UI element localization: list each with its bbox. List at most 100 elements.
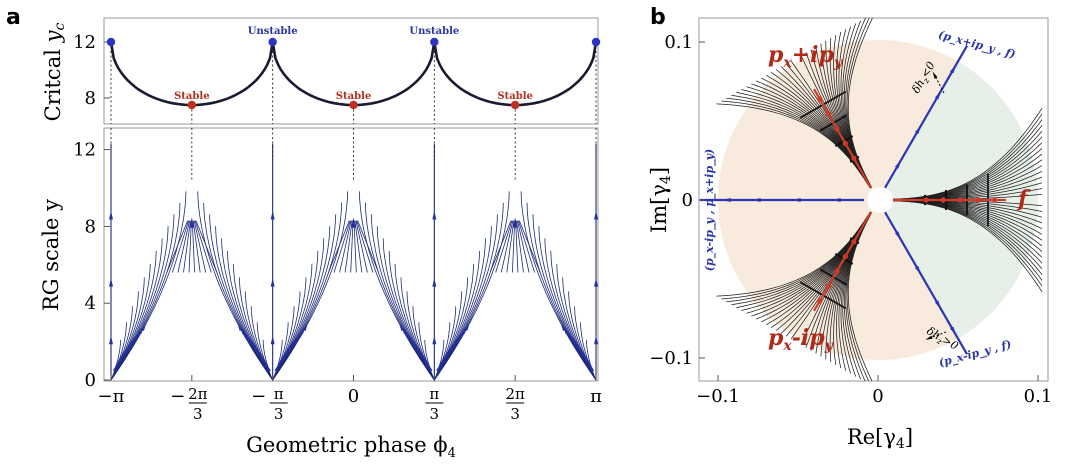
flow-line xyxy=(433,306,457,381)
bottom-x-tick-label: −π xyxy=(98,386,125,407)
flow-line xyxy=(110,250,157,381)
phase-label-px-minus-ipy: px-ipy xyxy=(768,325,834,354)
gamma-flow-arrow xyxy=(848,135,854,139)
flow-line xyxy=(574,306,597,381)
rg-flow-arrows xyxy=(109,210,598,372)
phase-boundary-arrow xyxy=(914,125,921,134)
bottom-y-axis-label: RG scale y xyxy=(39,199,63,311)
flow-line xyxy=(250,306,274,381)
top-y-tick-label: 8 xyxy=(85,88,96,109)
flow-line xyxy=(580,322,597,381)
flow-arrow xyxy=(112,364,117,372)
panel-b-x-tick-label: 0 xyxy=(872,386,883,407)
phase-boundary-arrow xyxy=(934,90,941,100)
flow-arrow xyxy=(270,335,275,345)
unstable-point xyxy=(268,37,277,47)
rg-flow-lines xyxy=(110,143,597,381)
flow-line xyxy=(344,220,353,273)
flow-arrow xyxy=(109,278,113,287)
panel-b-x-tick-label: 0.1 xyxy=(1024,386,1053,407)
stable-direction-dot xyxy=(834,126,840,132)
phase-boundary-arrow xyxy=(894,231,901,240)
flow-line xyxy=(370,214,435,381)
flow-arrow xyxy=(189,217,195,228)
flow-line xyxy=(433,238,486,381)
flow-line xyxy=(110,214,175,381)
gamma-flow-arrow xyxy=(965,210,969,216)
boundary-label-minus-plus: (p_x-ip_y , p_x+ip_y) xyxy=(703,149,717,272)
gamma-flow-arrow xyxy=(986,221,990,227)
bottom-y-ticks: 0 4 8 12 xyxy=(73,140,110,391)
flow-line xyxy=(500,220,514,273)
panel-a-top: 8 12 Stable Unstable Stable Unstable Stable C… xyxy=(41,17,601,125)
flow-arrow xyxy=(109,335,113,345)
flow-arrow xyxy=(270,210,275,220)
bottom-y-tick-label: 12 xyxy=(73,140,96,161)
stable-direction-dot xyxy=(974,197,981,203)
flow-line xyxy=(272,250,319,381)
delta-arrow-line xyxy=(929,331,947,339)
delta-sub: z xyxy=(921,76,932,86)
flow-line xyxy=(227,250,274,381)
flow-line xyxy=(433,250,480,381)
flow-arrow xyxy=(351,217,356,228)
flow-line xyxy=(194,220,212,273)
stable-direction-dot xyxy=(992,197,998,203)
flow-line xyxy=(339,220,352,273)
delta-arrow-head xyxy=(925,335,933,340)
flow-line xyxy=(376,226,435,381)
top-guide-lines xyxy=(110,42,597,124)
flow-line xyxy=(357,220,379,273)
bottom-x-axis-label: Geometric phase ϕ4 xyxy=(246,433,456,461)
flow-line xyxy=(489,220,512,273)
phase-label-part: p xyxy=(768,325,784,351)
flow-line xyxy=(356,220,374,273)
flow-line xyxy=(433,322,451,381)
stable-point xyxy=(187,100,197,110)
stable-annotation: Stable xyxy=(497,91,532,102)
gamma-flow-arrow xyxy=(944,205,948,211)
stable-direction-dot xyxy=(825,283,831,289)
flow-line xyxy=(518,220,541,273)
unstable-point xyxy=(591,37,601,47)
unstable-annotation: Unstable xyxy=(409,26,459,37)
bottom-x-tick-denominator: 3 xyxy=(193,405,203,423)
flow-line xyxy=(424,339,435,381)
phase-label-part: x xyxy=(782,55,792,71)
panel-b-y-tick-label: −0.1 xyxy=(649,348,693,369)
bottom-x-tick-fraction: −2π 3 xyxy=(170,385,207,423)
gamma-flow-line xyxy=(716,211,871,297)
flow-line xyxy=(400,277,435,381)
flow-line xyxy=(195,220,218,273)
flow-arrow xyxy=(594,278,598,287)
stable-direction-dot xyxy=(825,111,831,117)
flow-arrow xyxy=(270,278,275,287)
bottom-x-tick-prefix: − xyxy=(251,386,266,407)
flow-line xyxy=(171,220,189,273)
gamma-flow-arrow xyxy=(923,200,927,206)
bottom-x-tick-numerator: π xyxy=(429,385,439,403)
phase-boundary-arrow xyxy=(934,300,941,310)
flow-line xyxy=(354,220,363,273)
flow-arrow xyxy=(436,364,441,372)
flow-line xyxy=(272,277,307,381)
flow-line xyxy=(511,220,516,273)
flow-line xyxy=(239,277,274,381)
stable-direction-dot xyxy=(923,197,929,203)
bottom-y-tick-label: 0 xyxy=(85,370,96,391)
bottom-x-tick-numerator: 2π xyxy=(505,385,525,403)
panel-b-ticks: −0.1 0 0.1 −0.1 0 0.1 xyxy=(649,32,1052,407)
top-y-axis-label: Critcal yc xyxy=(41,23,68,122)
stable-point xyxy=(510,100,520,110)
gamma-flow-arrow xyxy=(799,281,805,285)
flow-line xyxy=(110,226,169,381)
flow-line xyxy=(382,238,435,381)
flow-line xyxy=(177,220,190,273)
flow-line xyxy=(188,220,192,273)
flow-line xyxy=(538,226,597,381)
flow-line xyxy=(412,306,435,381)
flow-arrow xyxy=(109,210,113,220)
flow-line xyxy=(272,339,283,381)
stable-direction-dot xyxy=(957,197,964,203)
flow-arrow xyxy=(512,217,518,228)
